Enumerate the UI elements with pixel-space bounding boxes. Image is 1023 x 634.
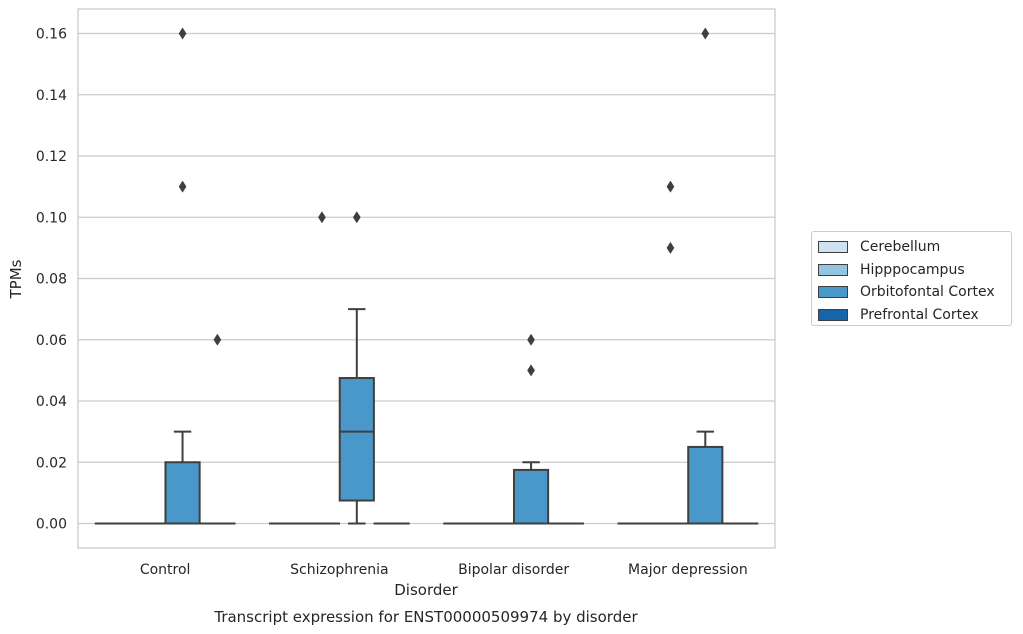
outlier-point [178,27,187,40]
outlier-point [527,333,535,346]
box-body [512,468,550,525]
chart-title: Transcript expression for ENST0000050997… [213,608,638,626]
outlier-point [666,180,675,193]
outlier-point [666,241,675,254]
outlier-point [701,27,710,40]
y-tick-label: 0.00 [36,517,67,533]
box-body [338,377,375,502]
x-tick-label: Bipolar disorder [458,562,569,578]
legend-swatch [818,263,848,276]
y-axis-title: TPMs [7,259,25,299]
legend-label: Orbitofontal Cortex [860,284,995,301]
outlier-point [213,333,222,346]
box-orbitofontal-cortex [512,333,550,525]
outlier-point [352,211,361,224]
box-hipppocampus [303,211,341,525]
legend: Cerebellum Hipppocampus Orbitofontal Corte… [811,231,1012,326]
box-hipppocampus [652,180,689,525]
x-tick-labels: Control Schizophrenia Bipolar disorder Majo… [140,562,748,578]
y-tick-label: 0.10 [36,210,67,226]
legend-label: Prefrontal Cortex [860,306,979,323]
y-tick-label: 0.16 [36,27,67,43]
outlier-point [527,364,535,377]
box-body [164,461,201,525]
box-prefrontal-cortex [199,333,236,525]
y-tick-label: 0.12 [36,149,67,165]
x-tick-label: Schizophrenia [290,562,388,578]
plot-frame [77,8,776,549]
y-tick-labels: 0.00 0.02 0.04 0.06 0.08 0.10 0.12 0.14 0.16 [36,27,67,533]
outlier-point [178,180,187,193]
legend-item: Cerebellum [818,236,1005,259]
box-plot-marks [94,27,759,525]
x-tick-label: Control [140,562,191,578]
legend-swatch [818,308,848,321]
legend-swatch [818,286,848,299]
legend-item: Prefrontal Cortex [818,304,1005,327]
x-tick-label: Major depression [628,562,748,578]
y-tick-label: 0.02 [36,455,67,471]
box-orbitofontal-cortex [338,211,375,525]
x-axis-title: Disorder [394,581,458,599]
box-orbitofontal-cortex [164,27,201,525]
y-tick-label: 0.08 [36,272,67,288]
legend-item: Hipppocampus [818,259,1005,282]
legend-label: Cerebellum [860,239,941,256]
y-tick-label: 0.14 [36,88,67,104]
legend-label: Hipppocampus [860,261,965,278]
box-body [687,445,724,525]
outlier-point [318,211,326,224]
y-tick-label: 0.04 [36,394,67,410]
y-tick-label: 0.06 [36,333,67,349]
legend-item: Orbitofontal Cortex [818,281,1005,304]
legend-swatch [818,241,848,254]
box-orbitofontal-cortex [687,27,724,525]
